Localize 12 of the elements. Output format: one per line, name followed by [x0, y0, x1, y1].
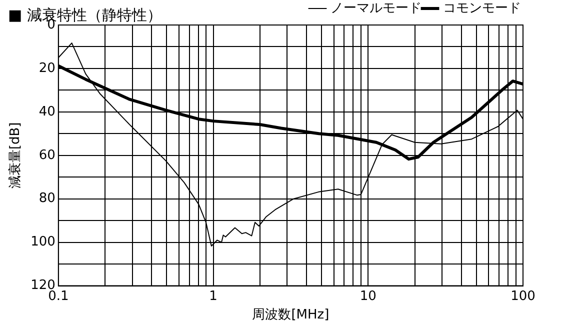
y-tick-label: 100	[30, 234, 56, 250]
y-tick-label: 40	[38, 104, 56, 120]
y-tick-label: 80	[38, 191, 56, 206]
x-axis-title: 周波数[MHz]	[252, 308, 330, 323]
y-axis-title: 減衰量[dB]	[7, 122, 24, 189]
y-tick-label: 20	[38, 60, 56, 76]
legend-label: コモンモード	[443, 0, 521, 16]
x-tick-label: 1	[209, 288, 218, 304]
x-tick-label: 100	[510, 288, 536, 304]
y-tick-label: 60	[38, 148, 56, 163]
legend-label: ノーマルモード	[330, 0, 422, 16]
x-tick-label: 10	[360, 288, 376, 304]
